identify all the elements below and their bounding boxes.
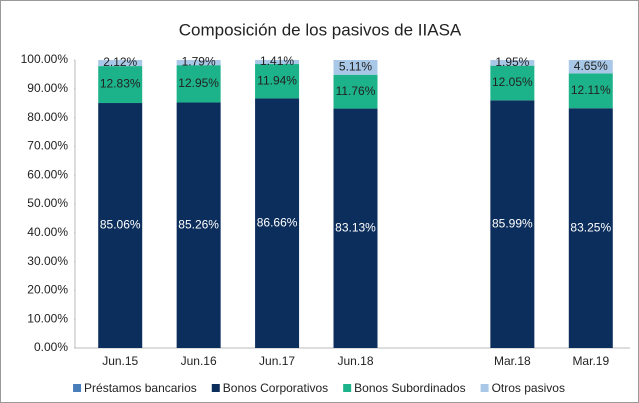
bar-segment	[98, 103, 143, 349]
data-label: 12.11%	[571, 83, 611, 97]
y-tick-label: 70.00%	[27, 139, 68, 153]
x-tick-label: Mar.18	[494, 354, 531, 368]
legend-swatch	[343, 384, 352, 392]
legend-swatch	[73, 384, 82, 392]
legend-swatch	[480, 384, 489, 392]
bar-segment	[98, 66, 143, 104]
data-label: 1.41%	[260, 54, 294, 68]
bar-segment	[490, 60, 535, 66]
data-label: 2.12%	[103, 55, 137, 69]
bar-segment	[568, 73, 613, 109]
data-label: 85.26%	[178, 217, 219, 231]
bar-segment	[176, 65, 221, 103]
data-label: 4.65%	[574, 59, 608, 73]
data-label: 12.05%	[492, 75, 533, 89]
data-label: 1.79%	[182, 55, 216, 69]
chart-title: Composición de los pasivos de IIASA	[179, 20, 462, 39]
data-label: 12.83%	[100, 77, 141, 91]
y-tick-label: 90.00%	[27, 81, 68, 95]
bar-segment	[255, 98, 300, 349]
y-tick-label: 10.00%	[27, 311, 68, 325]
bar-segment	[255, 64, 300, 99]
y-tick-label: 40.00%	[27, 225, 68, 239]
x-tick-label: Jun.17	[259, 354, 295, 368]
y-tick-label: 0.00%	[34, 340, 68, 354]
data-label: 83.25%	[570, 220, 611, 234]
data-label: 11.76%	[336, 84, 376, 98]
bar-segment	[176, 60, 221, 66]
bar-segment	[255, 59, 300, 65]
legend-label: Otros pasivos	[492, 381, 565, 395]
data-label: 1.95%	[495, 55, 529, 69]
legend-label: Bonos Subordinados	[354, 381, 465, 395]
bar-segment	[98, 59, 143, 67]
legend-label: Bonos Corporativos	[223, 381, 328, 395]
bar-segment	[568, 59, 613, 74]
data-label: 11.94%	[257, 73, 297, 87]
y-tick-label: 60.00%	[27, 167, 68, 181]
y-tick-label: 80.00%	[27, 110, 68, 124]
data-label: 5.11%	[339, 60, 372, 74]
bar-segment	[333, 108, 378, 348]
y-tick-label: 20.00%	[27, 283, 68, 297]
data-label: 83.13%	[335, 220, 376, 234]
bar-segment	[333, 74, 378, 109]
legend-swatch	[211, 384, 220, 392]
bar-segment	[490, 65, 535, 101]
x-tick-label: Jun.15	[102, 354, 138, 368]
x-tick-label: Mar.19	[572, 354, 609, 368]
bar-segment	[490, 100, 535, 348]
x-tick-label: Jun.16	[181, 354, 217, 368]
x-tick-label: Jun.18	[337, 354, 373, 368]
data-label: 86.66%	[257, 215, 298, 229]
bar-segment	[176, 102, 221, 348]
y-tick-label: 30.00%	[27, 254, 68, 268]
y-tick-label: 50.00%	[27, 196, 68, 210]
data-label: 85.06%	[100, 218, 141, 232]
data-label: 12.95%	[178, 76, 219, 90]
y-tick-label: 100.00%	[21, 52, 69, 66]
bar-segment	[333, 60, 378, 75]
legend-label: Préstamos bancarios	[84, 381, 197, 395]
data-label: 85.99%	[492, 216, 533, 230]
bar-segment	[568, 108, 613, 349]
